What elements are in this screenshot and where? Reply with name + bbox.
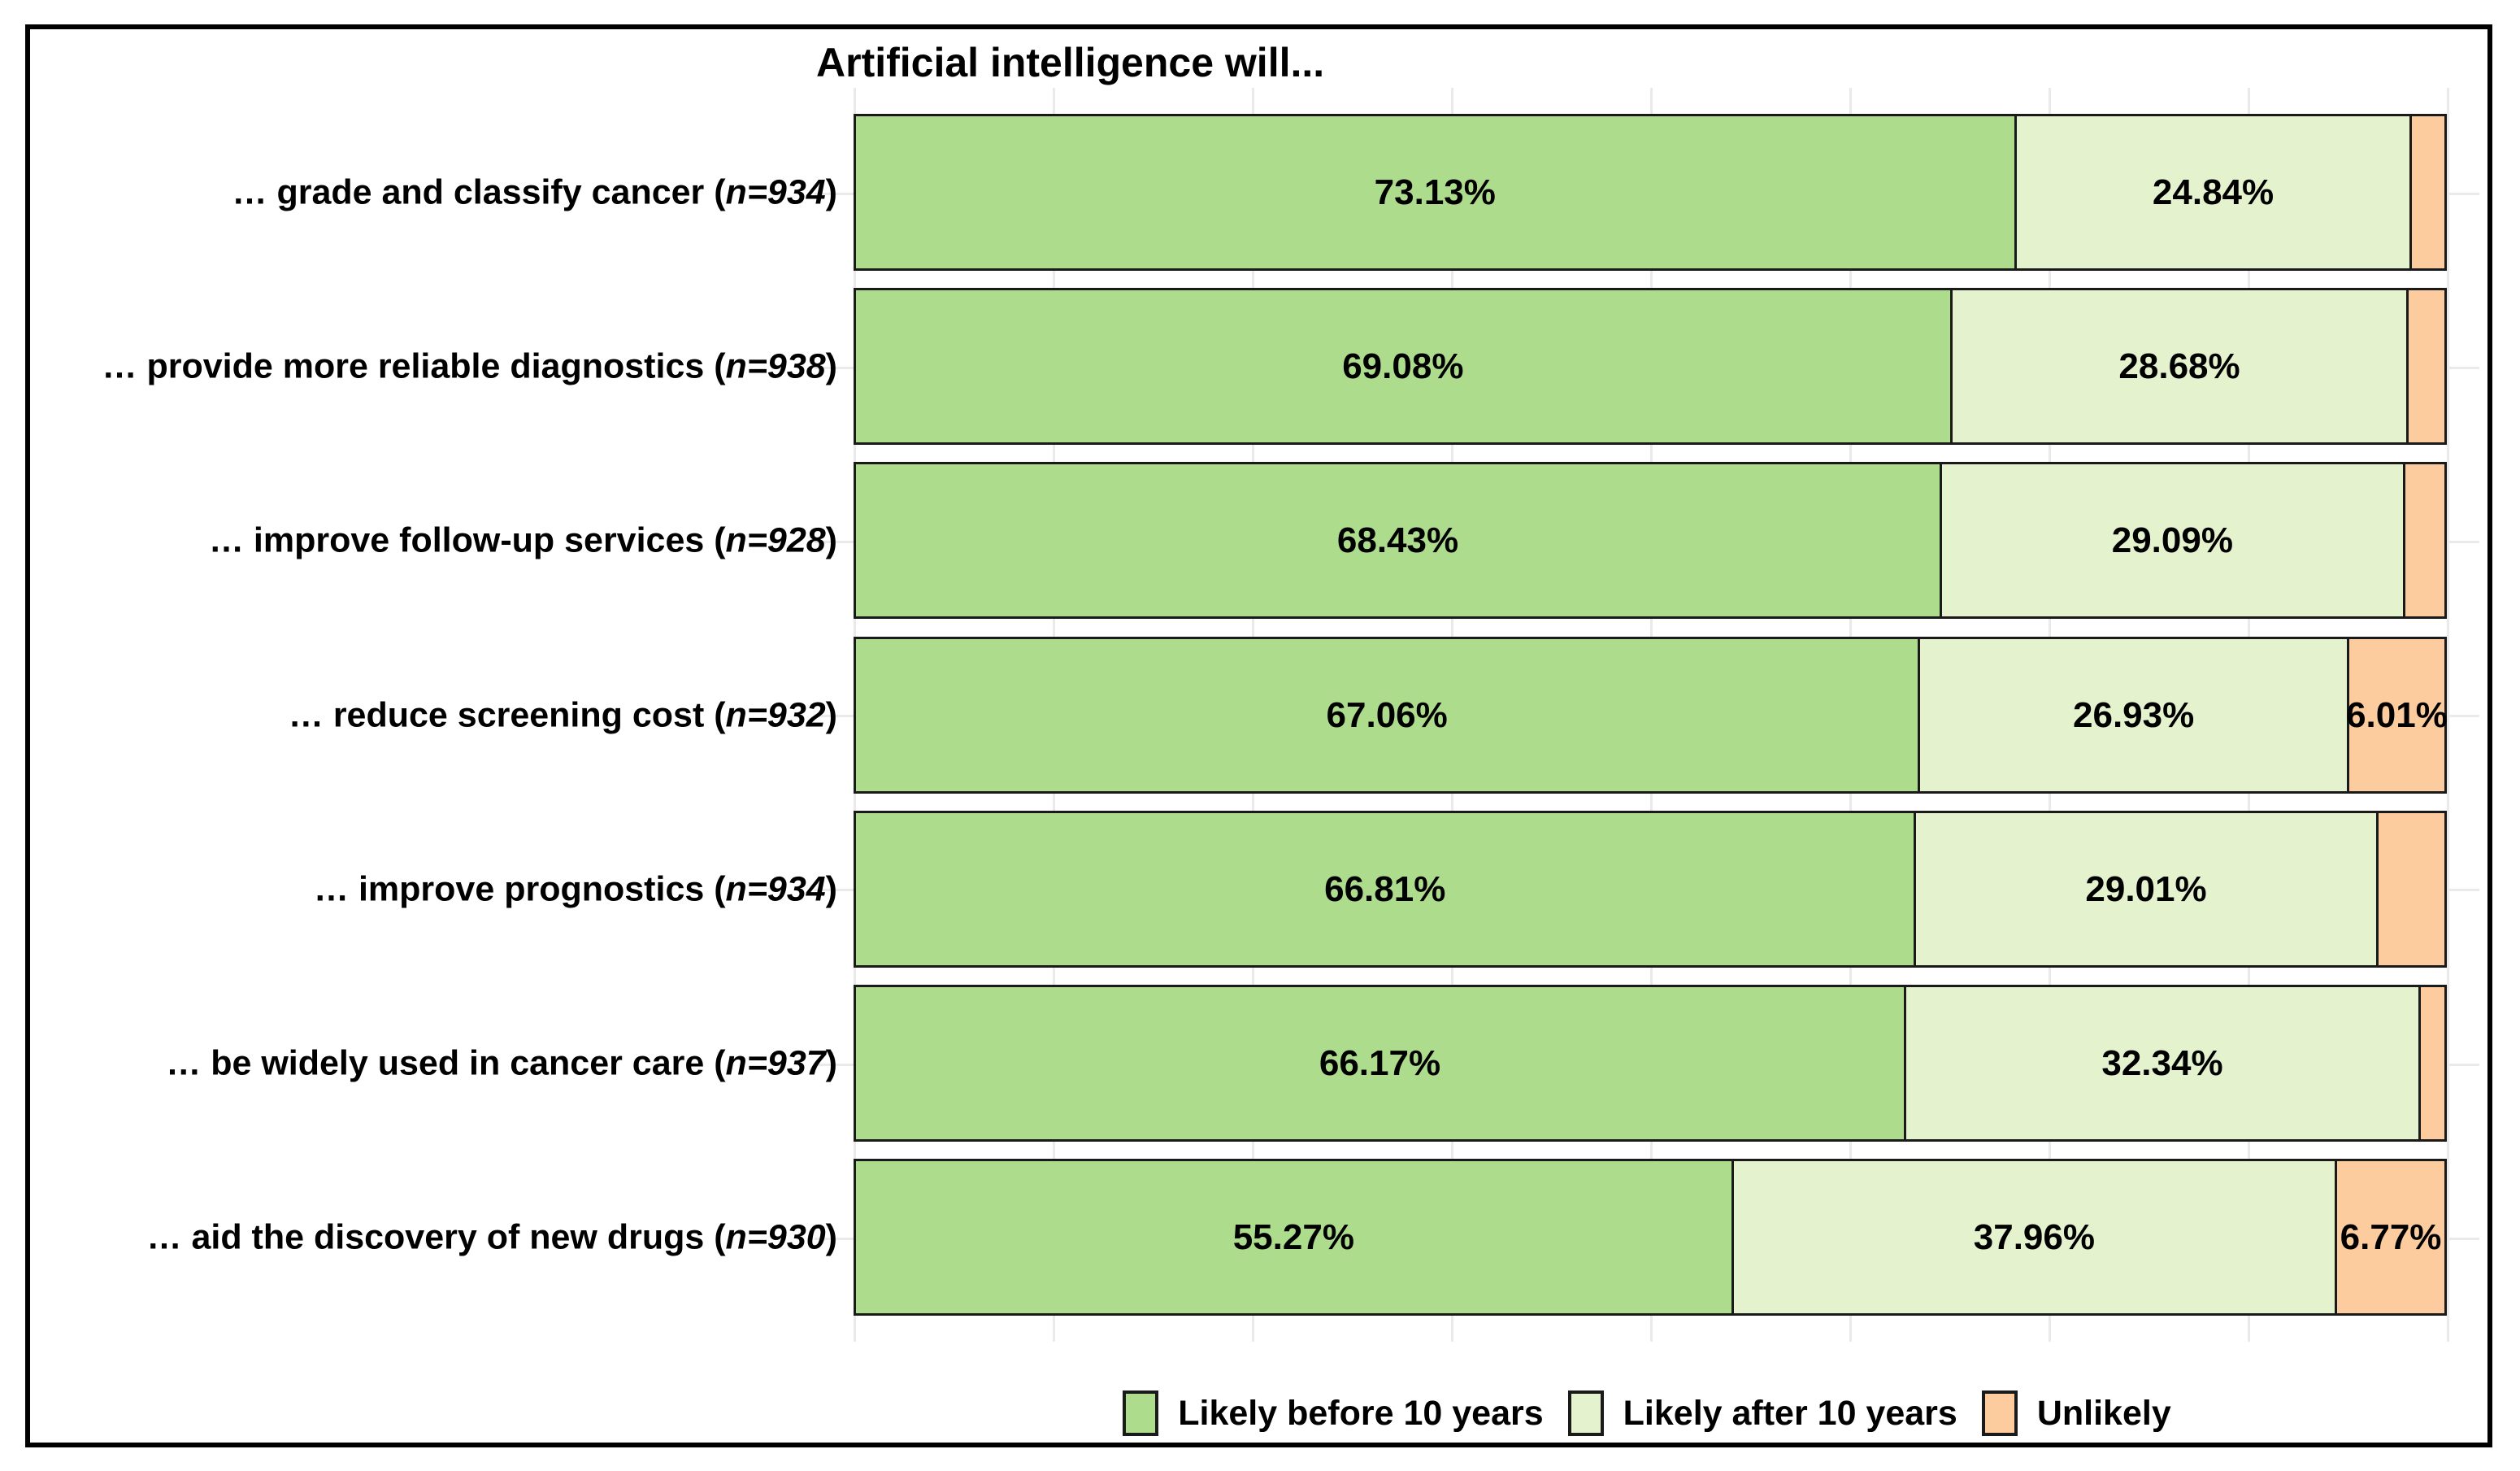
segment-unlikely: [2409, 116, 2445, 268]
value-label: 69.08%: [1342, 346, 1464, 386]
segment-likely-before-10-years: 66.17%: [856, 987, 1904, 1139]
category-label: … grade and classify cancer (n=934): [232, 172, 838, 211]
segment-unlikely: [2402, 464, 2444, 616]
stacked-bar: 67.06% 26.93% 6.01%: [854, 637, 2448, 794]
value-label: 6.01%: [2346, 694, 2448, 735]
segment-likely-before-10-years: 67.06%: [856, 639, 1918, 791]
segment-likely-before-10-years: 69.08%: [856, 290, 1950, 442]
segment-likely-after-10-years: 32.34%: [1903, 987, 2418, 1139]
stacked-bar: 55.27% 37.96% 6.77%: [854, 1159, 2447, 1316]
segment-likely-after-10-years: 28.68%: [1949, 290, 2407, 442]
segment-likely-after-10-years: 29.09%: [1940, 464, 2403, 616]
value-label: 55.27%: [1232, 1216, 1354, 1257]
chart-row: … provide more reliable diagnostics (n=9…: [0, 288, 2520, 445]
category-label: … be widely used in cancer care (n=937): [166, 1043, 837, 1082]
chart-row: … improve prognostics (n=934) 66.81% 29.…: [0, 811, 2520, 968]
segment-likely-before-10-years: 55.27%: [856, 1161, 1731, 1313]
category-label: … aid the discovery of new drugs (n=930): [146, 1217, 837, 1256]
legend-swatch-likely-before-10-years: [1123, 1390, 1159, 1436]
segment-unlikely: 6.77%: [2335, 1161, 2444, 1313]
stacked-bar: 69.08% 28.68%: [854, 288, 2447, 445]
legend-swatch-unlikely: [1981, 1390, 2018, 1436]
stacked-bar: 73.13% 24.84%: [854, 114, 2447, 271]
value-label: 6.77%: [2340, 1216, 2442, 1257]
value-label: 29.09%: [2111, 520, 2233, 560]
chart-row: … improve follow-up services (n=928) 68.…: [0, 462, 2520, 619]
stacked-bar: 68.43% 29.09%: [854, 462, 2447, 619]
value-label: 68.43%: [1336, 520, 1459, 560]
value-label: 24.84%: [2152, 172, 2275, 212]
category-label: … provide more reliable diagnostics (n=9…: [102, 346, 837, 385]
segment-likely-before-10-years: 68.43%: [856, 464, 1940, 616]
stacked-bar: 66.81% 29.01%: [854, 811, 2447, 968]
legend-swatch-likely-after-10-years: [1567, 1390, 1604, 1436]
stacked-bar: 66.17% 32.34%: [854, 985, 2447, 1142]
legend-item-likely-after-10-years: Likely after 10 years: [1567, 1390, 1957, 1436]
segment-likely-before-10-years: 66.81%: [856, 813, 1914, 965]
segment-likely-after-10-years: 29.01%: [1914, 813, 2376, 965]
chart-title: Artificial intelligence will...: [816, 40, 1325, 85]
legend-label: Likely after 10 years: [1623, 1393, 1957, 1433]
category-label: … reduce screening cost (n=932): [288, 695, 837, 734]
category-label: … improve prognostics (n=934): [314, 869, 837, 908]
value-label: 73.13%: [1374, 172, 1496, 212]
chart-row: … grade and classify cancer (n=934) 73.1…: [0, 114, 2520, 271]
value-label: 66.81%: [1324, 868, 1446, 909]
legend-item-likely-before-10-years: Likely before 10 years: [1123, 1390, 1544, 1436]
value-label: 32.34%: [2101, 1042, 2223, 1083]
value-label: 28.68%: [2118, 346, 2240, 386]
chart-row: … be widely used in cancer care (n=937) …: [0, 985, 2520, 1142]
category-label: … improve follow-up services (n=928): [208, 520, 837, 559]
value-label: 29.01%: [2085, 868, 2207, 909]
value-label: 67.06%: [1326, 694, 1448, 735]
segment-likely-after-10-years: 37.96%: [1731, 1161, 2335, 1313]
chart-row: … reduce screening cost (n=932) 67.06% 2…: [0, 637, 2520, 794]
segment-likely-before-10-years: 73.13%: [856, 116, 2014, 268]
value-label: 26.93%: [2073, 694, 2195, 735]
segment-unlikely: [2375, 813, 2444, 965]
chart-row: … aid the discovery of new drugs (n=930)…: [0, 1159, 2520, 1316]
legend: Likely before 10 years Likely after 10 y…: [815, 1387, 2479, 1439]
segment-unlikely: 6.01%: [2346, 639, 2448, 791]
legend-item-unlikely: Unlikely: [1981, 1390, 2171, 1436]
segment-likely-after-10-years: 26.93%: [1918, 639, 2347, 791]
segment-likely-after-10-years: 24.84%: [2014, 116, 2410, 268]
legend-label: Likely before 10 years: [1178, 1393, 1544, 1433]
legend-label: Unlikely: [2036, 1393, 2171, 1433]
value-label: 37.96%: [1973, 1216, 2095, 1257]
segment-unlikely: [2418, 987, 2444, 1139]
segment-unlikely: [2406, 290, 2444, 442]
value-label: 66.17%: [1319, 1042, 1441, 1083]
